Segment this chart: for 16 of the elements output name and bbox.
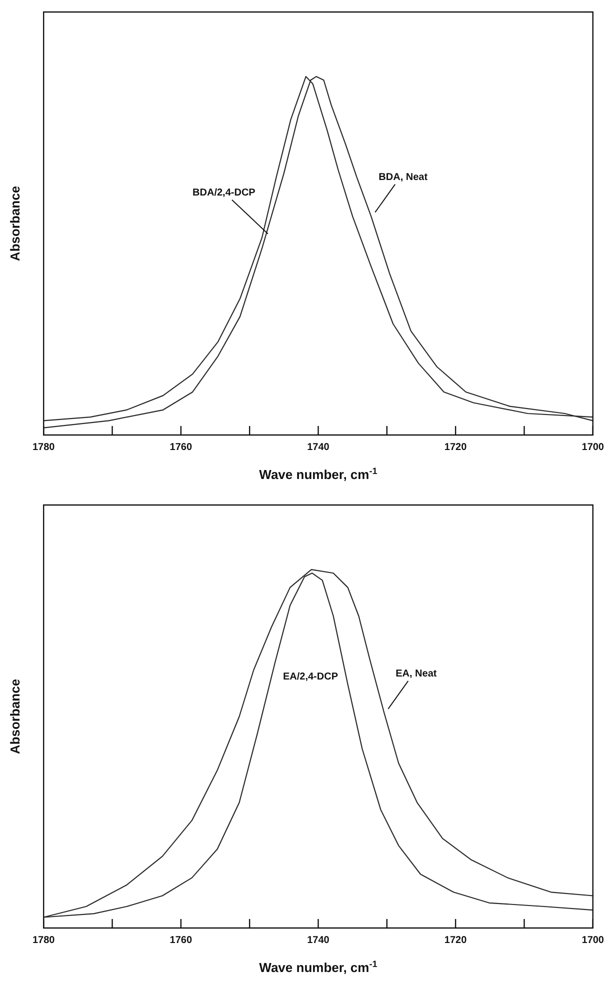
- x-tick-label: 1700: [582, 442, 604, 453]
- x-tick-label: 1720: [444, 934, 468, 946]
- series-label: BDA/2,4-DCP: [192, 188, 256, 199]
- x-tick-label: 1720: [444, 442, 468, 453]
- x-tick-label: 1780: [32, 442, 56, 453]
- x-tick-label: 1740: [307, 934, 330, 946]
- x-tick-label: 1760: [170, 934, 192, 946]
- x-tick-label: 1700: [582, 934, 604, 946]
- series-label: EA/2,4-DCP: [282, 671, 338, 682]
- x-tick-label: 1780: [32, 934, 56, 946]
- x-tick-label: 1760: [170, 442, 192, 453]
- series-label: EA, Neat: [396, 668, 438, 680]
- series-label: BDA, Neat: [378, 172, 428, 184]
- y-axis-title: Absorbance: [7, 678, 22, 754]
- y-axis-title: Absorbance: [7, 186, 22, 262]
- x-tick-label: 1740: [307, 442, 330, 453]
